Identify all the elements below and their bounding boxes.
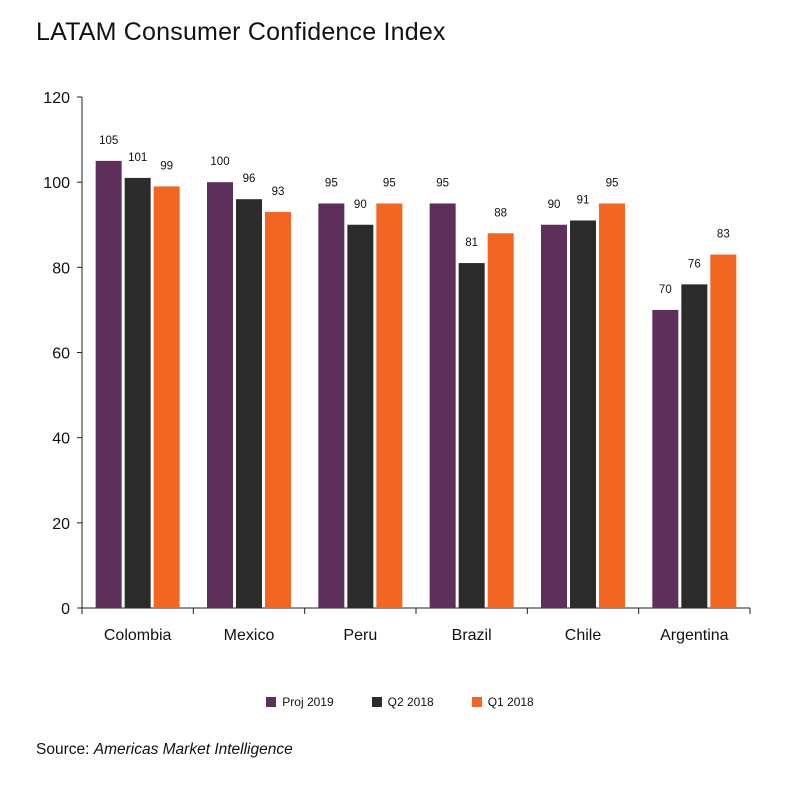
data-label-peru-q2-2018: 90	[354, 199, 367, 211]
bar-peru-proj-2019	[318, 203, 345, 609]
data-label-colombia-q2-2018: 101	[128, 152, 147, 164]
data-label-argentina-q2-2018: 76	[688, 258, 701, 270]
y-tick-label: 20	[52, 516, 70, 533]
legend-label-q2-2018: Q2 2018	[387, 695, 434, 709]
legend-item-q1-2018: Q1 2018	[471, 695, 534, 709]
data-label-chile-q2-2018: 91	[577, 194, 590, 206]
data-label-mexico-q1-2018: 93	[272, 186, 285, 198]
data-label-argentina-q1-2018: 83	[717, 229, 730, 241]
legend-swatch-q2-2018	[371, 697, 382, 707]
data-label-mexico-q2-2018: 96	[243, 173, 256, 185]
bar-brazil-proj-2019	[429, 203, 456, 609]
bars	[95, 160, 737, 609]
data-label-argentina-proj-2019: 70	[659, 284, 672, 296]
bar-argentina-q1-2018	[710, 254, 737, 608]
bar-argentina-proj-2019	[652, 309, 679, 608]
x-tick-label-peru: Peru	[343, 627, 377, 644]
y-tick-label: 60	[52, 346, 70, 363]
bar-colombia-q1-2018	[153, 186, 180, 609]
legend-label-q1-2018: Q1 2018	[487, 695, 534, 709]
x-tick-label-brazil: Brazil	[452, 627, 492, 644]
source-name: Americas Market Intelligence	[93, 741, 293, 758]
data-label-brazil-proj-2019: 95	[436, 177, 449, 189]
y-tick-label: 40	[52, 431, 70, 448]
y-tick-label: 100	[43, 175, 70, 192]
bar-peru-q1-2018	[376, 203, 403, 609]
bar-brazil-q1-2018	[487, 233, 514, 608]
bar-mexico-proj-2019	[207, 182, 233, 608]
data-labels: 105 101 99 100 96 93 95 90 95 95 81 88 90 91 95 70 76 83	[99, 135, 730, 296]
chart-title: LATAM Consumer Confidence Index	[36, 18, 446, 46]
bar-peru-q2-2018	[347, 224, 374, 608]
x-tick-label-chile: Chile	[565, 627, 602, 644]
bar-chart: 0 20 40 60 80 100 120 Colombia Mexico Peru Brazil C…	[43, 90, 751, 644]
source-label: Source:	[36, 741, 90, 758]
data-label-peru-q1-2018: 95	[383, 177, 396, 189]
legend-item-q2-2018: Q2 2018	[371, 695, 434, 709]
data-label-chile-q1-2018: 95	[606, 177, 619, 189]
data-label-mexico-proj-2019: 100	[210, 156, 229, 168]
x-tick-label-argentina: Argentina	[660, 627, 729, 644]
legend-label-proj-2019: Proj 2019	[282, 695, 334, 709]
y-tick-label: 0	[61, 601, 70, 618]
x-tick-label-mexico: Mexico	[224, 627, 275, 644]
bar-mexico-q2-2018	[236, 199, 262, 608]
bar-argentina-q2-2018	[681, 284, 708, 608]
data-label-peru-proj-2019: 95	[325, 177, 338, 189]
data-label-brazil-q1-2018: 88	[494, 207, 507, 219]
data-label-brazil-q2-2018: 81	[465, 237, 478, 249]
data-label-colombia-q1-2018: 99	[160, 160, 173, 172]
legend-item-proj-2019: Proj 2019	[266, 695, 334, 709]
bar-colombia-proj-2019	[95, 160, 122, 608]
bar-colombia-q2-2018	[124, 177, 151, 609]
data-label-chile-proj-2019: 90	[548, 199, 561, 211]
bar-mexico-q1-2018	[265, 211, 291, 608]
data-label-colombia-proj-2019: 105	[99, 135, 118, 147]
axes: 0 20 40 60 80 100 120 Colombia Mexico Peru Brazil C…	[43, 90, 751, 644]
y-tick-label: 120	[43, 90, 70, 107]
bar-chile-q2-2018	[570, 220, 596, 608]
legend-swatch-proj-2019	[266, 697, 277, 707]
x-tick-label-colombia: Colombia	[104, 627, 172, 644]
legend: Proj 2019 Q2 2018 Q1 2018	[0, 695, 800, 709]
bar-brazil-q2-2018	[458, 263, 485, 608]
source-note: Source: Americas Market Intelligence	[36, 741, 293, 759]
y-tick-label: 80	[52, 260, 70, 277]
bar-chile-q1-2018	[599, 203, 625, 609]
legend-swatch-q1-2018	[471, 697, 482, 707]
bar-chile-proj-2019	[541, 224, 567, 608]
